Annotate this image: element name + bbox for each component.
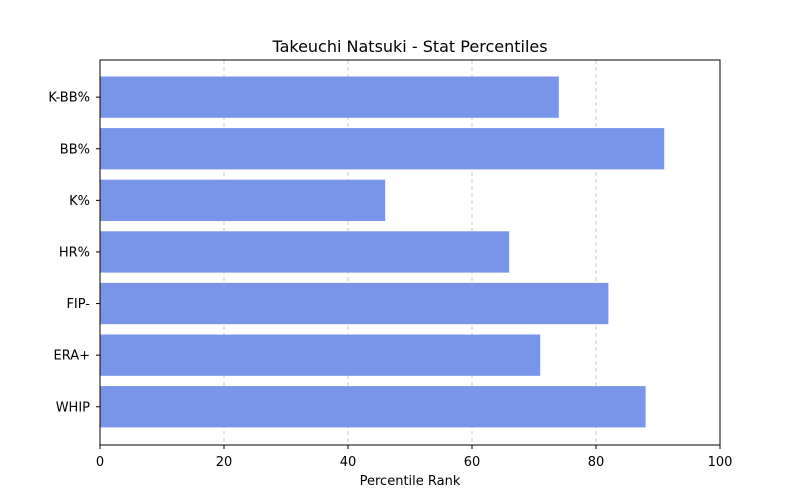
y-axis: K-BB% BB% K% HR% FIP- ERA+ WHIP xyxy=(48,91,100,415)
bar-hr- xyxy=(100,231,510,273)
bar-k-bb- xyxy=(100,76,559,118)
plot-frame xyxy=(99,59,721,446)
x-tick-label: 100 xyxy=(708,455,733,470)
y-tick-label: BB% xyxy=(60,142,90,157)
x-tick-label: 20 xyxy=(216,455,233,470)
y-tick-label: K-BB% xyxy=(48,91,90,106)
x-axis: 0 20 40 60 80 100 xyxy=(96,445,733,470)
x-tick-label: 60 xyxy=(464,455,481,470)
y-tick-label: HR% xyxy=(59,245,90,260)
x-axis-label: Percentile Rank xyxy=(360,474,461,489)
bar-bb- xyxy=(100,128,665,170)
y-tick-label: K% xyxy=(69,194,90,209)
bar-k- xyxy=(100,179,386,221)
y-tick-label: WHIP xyxy=(56,400,90,415)
y-tick-label: ERA+ xyxy=(53,349,90,364)
bar-fip- xyxy=(100,282,609,325)
chart-title: Takeuchi Natsuki - Stat Percentiles xyxy=(271,37,547,56)
x-tick-label: 0 xyxy=(96,455,104,470)
bar-whip xyxy=(100,386,646,428)
y-tick-label: FIP- xyxy=(66,297,90,312)
x-tick-label: 40 xyxy=(340,455,357,470)
bars-group xyxy=(100,76,665,428)
x-tick-label: 80 xyxy=(588,455,605,470)
bar-era- xyxy=(100,334,541,376)
